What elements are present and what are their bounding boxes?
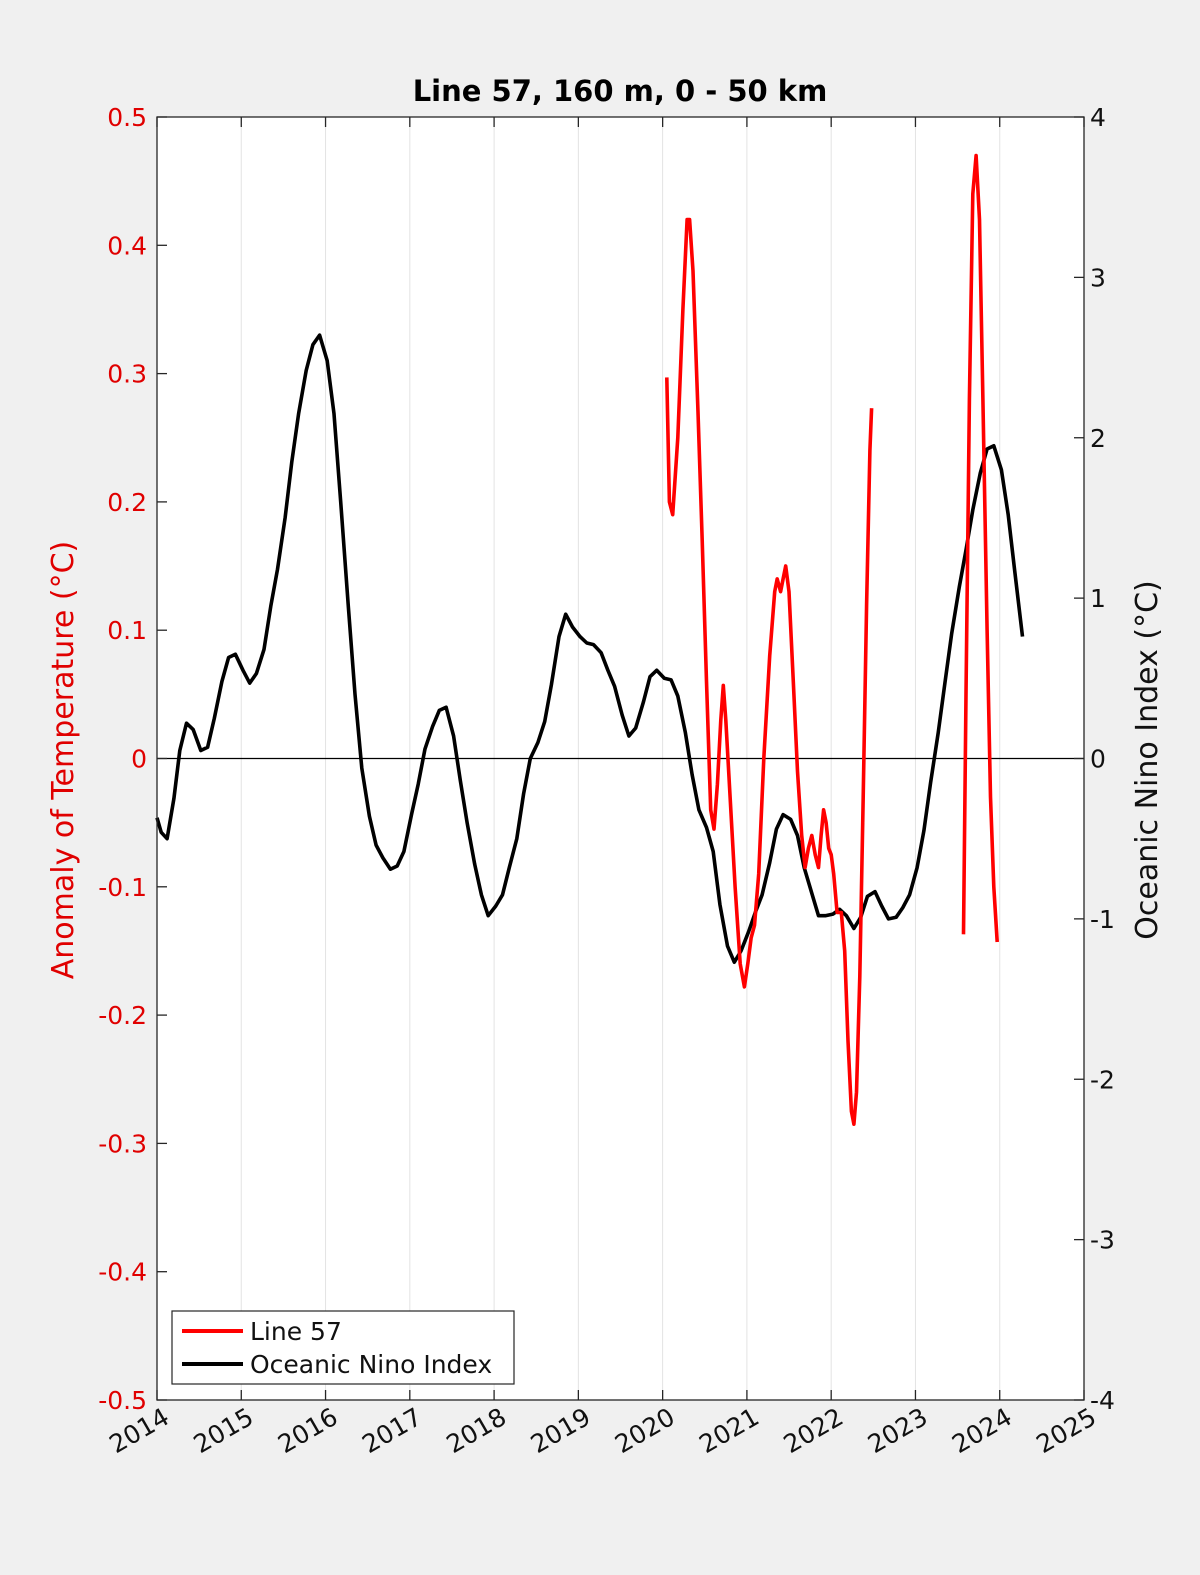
left-y-tick-label: 0.4 (107, 231, 147, 260)
left-y-tick-label: -0.5 (98, 1386, 147, 1415)
chart-title: Line 57, 160 m, 0 - 50 km (413, 74, 828, 108)
legend-box (171, 1310, 515, 1385)
right-y-tick-label: 4 (1090, 103, 1106, 132)
left-y-tick-label: 0 (131, 745, 147, 774)
right-y-tick-label: 0 (1090, 745, 1106, 774)
right-y-axis: 4 3 2 1 0 -1 -2 -3 -4 (1074, 103, 1115, 1415)
right-y-tick-label: -3 (1090, 1226, 1115, 1255)
right-y-tick-label: 1 (1090, 584, 1106, 613)
left-y-tick-label: -0.1 (98, 873, 147, 902)
left-y-tick-label: -0.2 (98, 1001, 147, 1030)
right-y-tick-label: -1 (1090, 905, 1115, 934)
left-y-tick-label: -0.3 (98, 1129, 147, 1158)
right-y-tick-label: -4 (1090, 1386, 1115, 1415)
left-y-tick-label: 0.3 (107, 360, 147, 389)
left-y-tick-label: 0.2 (107, 488, 147, 517)
left-y-tick-label: 0.1 (107, 616, 147, 645)
right-y-axis-label: Oceanic Nino Index (°C) (1130, 580, 1165, 940)
left-y-tick-label: 0.5 (107, 103, 147, 132)
left-y-axis-label: Anomaly of Temperature (°C) (46, 541, 81, 980)
legend-label-line-57: Line 57 (250, 1317, 342, 1346)
right-y-tick-label: 3 (1090, 263, 1106, 292)
series-line-line-57-segment-1 (665, 217, 874, 1126)
series-line-oceanic-nino-index (155, 333, 1025, 964)
series-layer (155, 153, 1025, 1126)
right-y-tick-label: -2 (1090, 1065, 1115, 1094)
left-y-axis: 0.5 0.4 0.3 0.2 0.1 0 -0.1 -0.2 -0.3 -0.4 -0.5 (98, 103, 167, 1415)
right-y-tick-label: 2 (1090, 424, 1106, 453)
left-y-tick-label: -0.4 (98, 1258, 147, 1287)
legend: Line 57 Oceanic Nino Index (171, 1310, 515, 1385)
series-line-line-57-segment-2 (961, 153, 999, 943)
legend-label-oni: Oceanic Nino Index (250, 1350, 492, 1379)
